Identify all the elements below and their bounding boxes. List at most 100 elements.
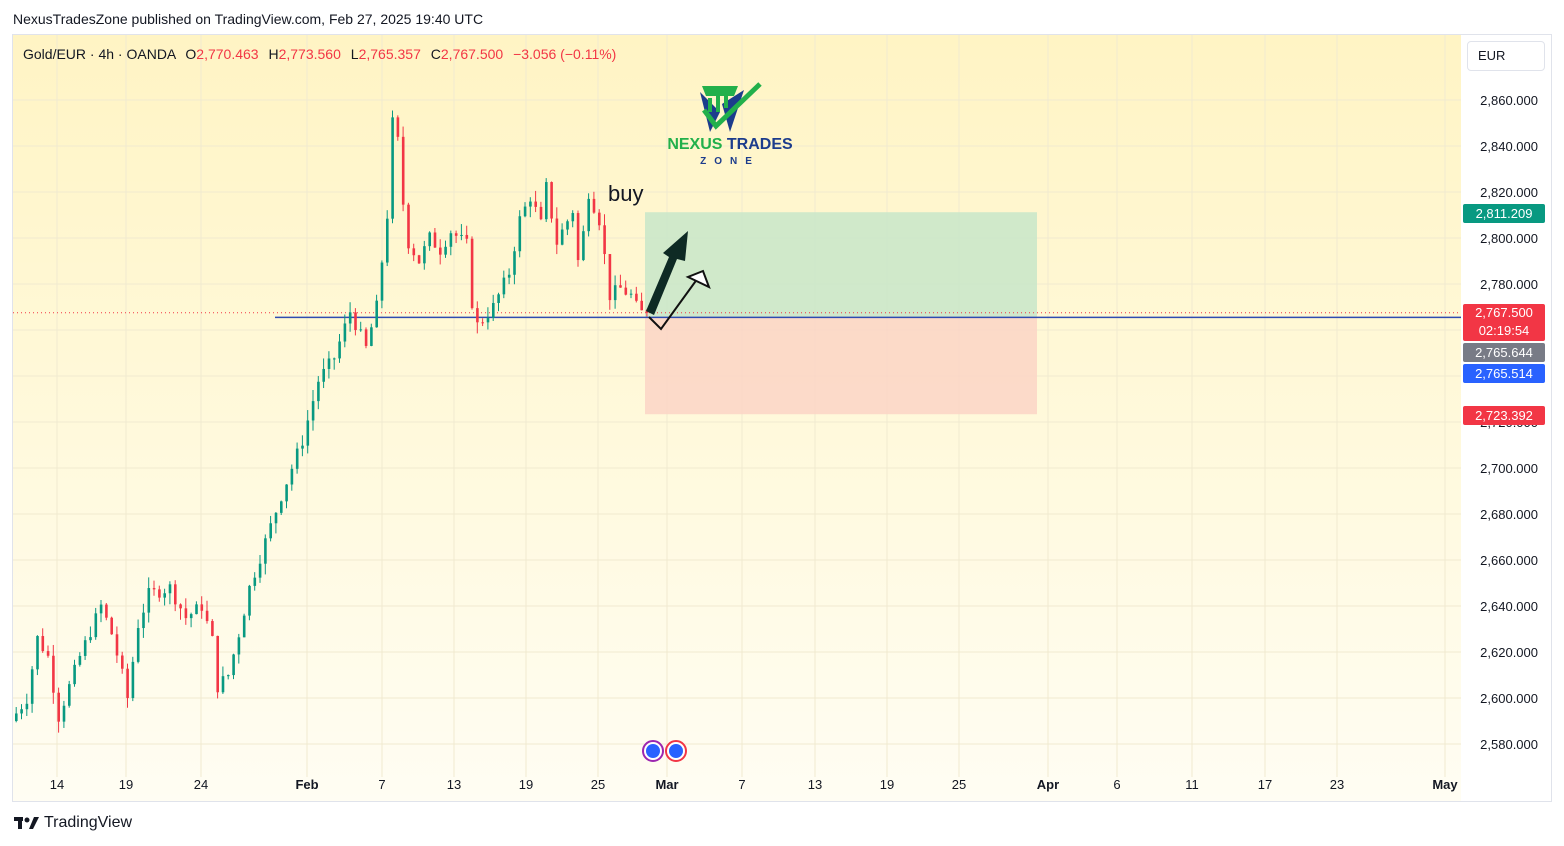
candle-body [624,287,628,295]
candle-body [587,198,590,232]
y-tick-label: 2,600.000 [1480,691,1538,706]
tradingview-brand: TradingView [44,814,133,831]
candle-body [497,294,500,303]
candle-body [131,661,135,699]
candle-body [545,182,548,220]
candle-body [550,182,553,219]
candle-body [560,229,564,245]
candle-body [476,308,479,323]
candle-body [163,593,166,598]
candle-body [68,684,71,706]
y-tick-label: 2,700.000 [1480,461,1538,476]
x-tick-label: 13 [447,777,461,792]
candle-body [52,655,55,693]
tradingview-logo-icon [14,815,40,831]
x-tick-label: 19 [880,777,894,792]
bold-arrow [646,231,688,315]
candle-body [386,218,389,263]
candle-body [619,285,622,288]
candle-body [237,637,241,655]
candle-body [36,636,39,670]
candle-body [78,655,82,665]
candle-body [200,604,204,611]
loss-zone [645,317,1037,415]
candle-body [168,584,172,594]
tradingview-footer[interactable]: TradingView [14,814,132,832]
candle-body [439,247,442,255]
candle-body [380,262,384,301]
candle-body [460,234,463,236]
nexus-trades-logo: NEXUS TRADES ZONE [664,82,796,172]
candle-body [30,669,34,704]
candle-body [317,381,320,402]
candle-body [566,221,569,230]
candle-body [449,233,453,247]
candle-body [555,218,559,245]
candle-body [15,713,18,721]
y-tick-label: 2,800.000 [1480,231,1538,246]
candle-body [94,613,98,638]
candle-body [428,232,431,247]
x-tick-label: 11 [1185,777,1199,792]
candle-body [152,588,156,590]
x-tick-label: 23 [1330,777,1344,792]
projection-arrowhead [685,269,711,289]
candle-body [184,608,188,619]
candle-body [454,233,458,236]
candle-body [205,610,209,622]
high-value: 2,773.560 [278,46,341,62]
candle-body [423,246,426,264]
candle-body [470,238,474,309]
publisher-line: NexusTradesZone published on TradingView… [13,11,484,27]
y-tick-label: 2,680.000 [1480,507,1538,522]
logo-emblem-icon [700,82,762,132]
low-value: 2,765.357 [358,46,421,62]
x-tick-label: Apr [1037,777,1059,792]
y-tick-label: 2,860.000 [1480,93,1538,108]
candle-body [592,198,596,213]
candle-body [126,668,129,699]
candle-body [174,584,177,605]
candle-body [110,617,113,635]
event-icon-inner [646,744,660,758]
y-tick-label: 2,640.000 [1480,599,1538,614]
x-tick-label: May [1432,777,1458,792]
candle-body [258,563,262,578]
candle-body [221,676,225,693]
y-tick-label: 2,580.000 [1480,737,1538,752]
candle-body [211,621,214,636]
candle-body [301,445,304,449]
candle-body [158,589,161,598]
low-label: L [350,46,359,62]
candle-body [248,585,251,616]
candle-body [598,212,601,226]
candle-body [539,206,543,220]
chart-canvas[interactable]: 14 19 24 Feb 7 13 19 25 Mar 7 13 19 25 Apr 6 11 17 23 May 2… [13,35,1552,801]
candle-body [396,117,400,137]
candle-body [640,300,643,311]
candle-body [99,604,103,614]
candle-body [444,246,447,255]
candle-body [481,322,484,324]
candle-body [57,692,60,722]
x-tick-label: 6 [1113,777,1120,792]
high-label: H [268,46,279,62]
candle-body [121,655,124,669]
candle-body [364,329,368,346]
candle-body [343,323,347,342]
candle-body [242,615,246,638]
chart-frame[interactable]: 14 19 24 Feb 7 13 19 25 Mar 7 13 19 25 Apr 6 11 17 23 May 2… [12,34,1552,802]
candle-body [136,628,140,662]
target-price-tag: 2,811.209 [1463,204,1545,223]
candle-body [465,234,469,239]
candle-body [322,368,325,382]
currency-button[interactable]: EUR [1467,41,1545,71]
candle-body [216,635,219,693]
candle-body [486,317,490,323]
candle-body [629,293,633,295]
candle-body [613,285,617,301]
x-tick-label: 7 [378,777,385,792]
x-tick-label: 25 [952,777,966,792]
candle-body [513,251,516,275]
y-tick-label: 2,820.000 [1480,185,1538,200]
